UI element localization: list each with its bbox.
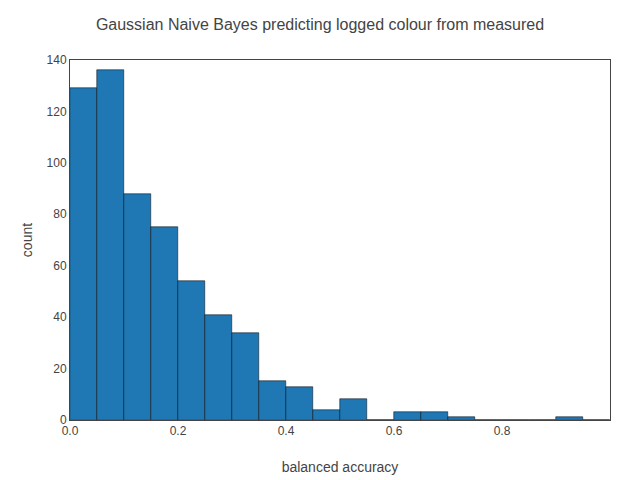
svg-text:100: 100 [47, 156, 67, 170]
svg-text:120: 120 [47, 105, 67, 119]
svg-text:0.4: 0.4 [278, 424, 295, 438]
svg-text:0.2: 0.2 [170, 424, 187, 438]
svg-text:0: 0 [60, 413, 67, 427]
svg-text:0.0: 0.0 [62, 424, 79, 438]
svg-text:140: 140 [47, 53, 67, 67]
svg-text:0.8: 0.8 [494, 424, 511, 438]
svg-text:0.6: 0.6 [386, 424, 403, 438]
svg-text:80: 80 [53, 207, 67, 221]
svg-text:count: count [19, 223, 35, 257]
svg-text:40: 40 [53, 310, 67, 324]
svg-text:balanced accuracy: balanced accuracy [282, 459, 399, 475]
svg-text:60: 60 [53, 259, 67, 273]
svg-text:Gaussian Naive Bayes predictin: Gaussian Naive Bayes predicting logged c… [96, 16, 544, 33]
svg-text:20: 20 [53, 362, 67, 376]
